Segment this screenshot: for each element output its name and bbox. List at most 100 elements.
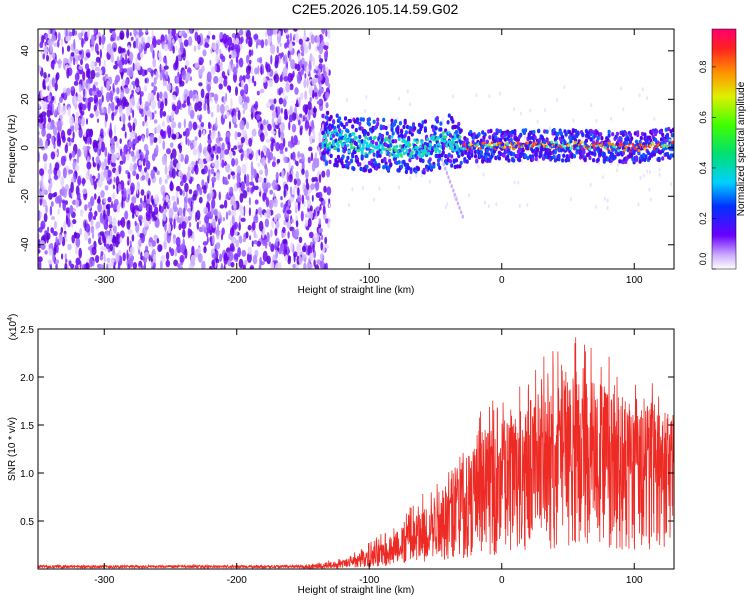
spectrogram-noise-cell — [285, 83, 291, 93]
spectrogram-noise-cell — [42, 53, 45, 60]
spectrogram-band-cell — [470, 153, 474, 158]
spectrogram-noise-cell — [318, 54, 322, 60]
spectrogram-band-cell — [497, 156, 501, 161]
spectrogram-band-cell — [526, 155, 530, 161]
spectrogram-noise-cell — [57, 39, 60, 48]
spectrogram-noise-cell — [310, 34, 315, 44]
spectrogram-noise-cell — [311, 119, 314, 130]
spectrogram-noise-cell — [84, 204, 88, 211]
spectrogram-noise-cell — [123, 68, 128, 73]
spectrogram-noise-cell — [147, 67, 152, 73]
spectrogram-noise-cell — [119, 160, 124, 165]
snr-x-label: Height of straight line (km) — [298, 585, 415, 596]
spectrogram-noise-cell — [325, 218, 329, 224]
spectrogram-noise-cell — [138, 203, 143, 210]
spectrogram-noise-cell — [88, 211, 93, 221]
spectrogram-core-cell — [439, 145, 443, 149]
spectrogram-band-cell — [640, 131, 645, 137]
spectrogram-core-cell — [488, 142, 492, 146]
spectrogram-noise-cell — [188, 215, 191, 222]
spectrogram-noise-cell — [165, 194, 169, 203]
spectrogram-noise-cell — [287, 231, 290, 239]
spectrogram-band-cell — [667, 126, 671, 132]
spectrogram-core-cell — [545, 145, 549, 149]
spectrogram-core-cell — [426, 137, 430, 142]
spectrogram-band-cell — [446, 120, 450, 125]
spectrogram-band-cell — [365, 164, 369, 169]
spectrogram-noise-cell — [225, 131, 231, 138]
spectrogram-noise-cell — [317, 74, 321, 85]
spectrogram-noise-cell — [189, 105, 193, 111]
spectrogram-noise-cell — [255, 150, 258, 161]
spectrogram-noise-cell — [188, 189, 193, 195]
spectrogram-noise-cell — [131, 96, 135, 106]
spectrogram-noise-cell — [294, 205, 298, 214]
spectrogram-noise-cell — [48, 73, 51, 78]
spectrogram-noise-cell — [278, 185, 281, 191]
spectrogram-noise-cell — [289, 41, 293, 52]
spectrogram-core-cell — [438, 149, 442, 154]
spectrogram-noise-cell — [265, 138, 271, 143]
spectrogram-noise-cell — [165, 251, 170, 261]
spectrogram-noise-cell — [65, 215, 68, 225]
spectrogram-noise-cell — [258, 264, 262, 269]
spectrogram-noise-cell — [49, 205, 53, 216]
spectrogram-noise-cell — [145, 160, 151, 170]
spectrogram-noise-cell — [238, 235, 243, 244]
spectrogram-noise-cell — [304, 73, 307, 79]
snr-panel: -300 -200 -100 0 100 0.51.01.52.02.5 Height … — [7, 314, 675, 596]
spectrogram-core-cell — [389, 152, 393, 157]
spectrogram-noise-cell — [110, 53, 115, 63]
spectrogram-noise-cell — [90, 69, 96, 80]
spectrogram-noise-cell — [132, 208, 136, 215]
spectrogram-noise-cell — [50, 201, 54, 207]
spectrogram-noise-cell — [236, 172, 241, 183]
spectrogram-band-cell — [423, 128, 427, 133]
spectrogram-core-cell — [420, 140, 424, 144]
spectrogram-noise-cell — [190, 201, 193, 212]
spectrogram-band-cell — [509, 133, 513, 138]
spectrogram-noise-cell — [228, 85, 232, 94]
spectrogram-noise-cell — [74, 72, 80, 82]
spectrogram-noise-cell — [132, 155, 136, 163]
spectrogram-noise-cell — [82, 145, 87, 152]
spectrogram-band-cell — [503, 137, 507, 142]
spectrogram-noise-cell — [216, 154, 219, 160]
spectrogram-noise-cell — [90, 46, 94, 52]
spectrogram-noise-cell — [126, 249, 129, 261]
spectrogram-noise-cell — [242, 109, 246, 115]
spectrogram-band-cell — [510, 129, 515, 135]
spectrogram-core-cell — [394, 154, 398, 158]
spectrogram-noise-cell — [107, 152, 110, 163]
spectrogram-band-cell — [453, 164, 457, 170]
spectrogram-noise-cell — [250, 166, 255, 176]
spectrogram-noise-cell — [93, 215, 96, 220]
spectrogram-noise-cell — [215, 258, 220, 264]
spectrogram-noise-cell — [248, 59, 252, 65]
spectrogram-band-cell — [584, 138, 589, 143]
spectrogram-band-cell — [372, 119, 376, 125]
spectrogram-band-cell — [556, 132, 560, 137]
spectrogram-band-cell — [671, 127, 674, 133]
spectrogram-noise-cell — [214, 158, 220, 170]
spectrogram-noise-cell — [71, 150, 76, 158]
spectrogram-noise-cell — [45, 139, 48, 149]
spectrogram-noise-cell — [203, 206, 209, 215]
spectrogram-band-cell — [545, 129, 549, 134]
spectrogram-noise-cell — [286, 221, 292, 229]
spectrogram-noise-cell — [54, 95, 57, 105]
spectrogram-noise-cell — [40, 211, 43, 218]
spectrogram-band-cell — [526, 146, 530, 151]
spectrogram-noise-cell — [126, 105, 131, 117]
spectrogram-noise-cell — [108, 224, 113, 229]
spectrogram-noise-cell — [279, 242, 285, 252]
spectrogram-haze-cell — [622, 107, 625, 112]
spectrogram-noise-cell — [211, 153, 215, 159]
spectrogram-noise-cell — [188, 120, 193, 131]
spectrogram-noise-cell — [270, 104, 275, 111]
spectrogram-noise-cell — [233, 201, 237, 210]
spectrogram-noise-cell — [48, 192, 53, 200]
spectrogram-noise-cell — [62, 200, 66, 211]
spectrogram-noise-cell — [87, 237, 92, 245]
spectrogram-noise-cell — [310, 152, 314, 162]
